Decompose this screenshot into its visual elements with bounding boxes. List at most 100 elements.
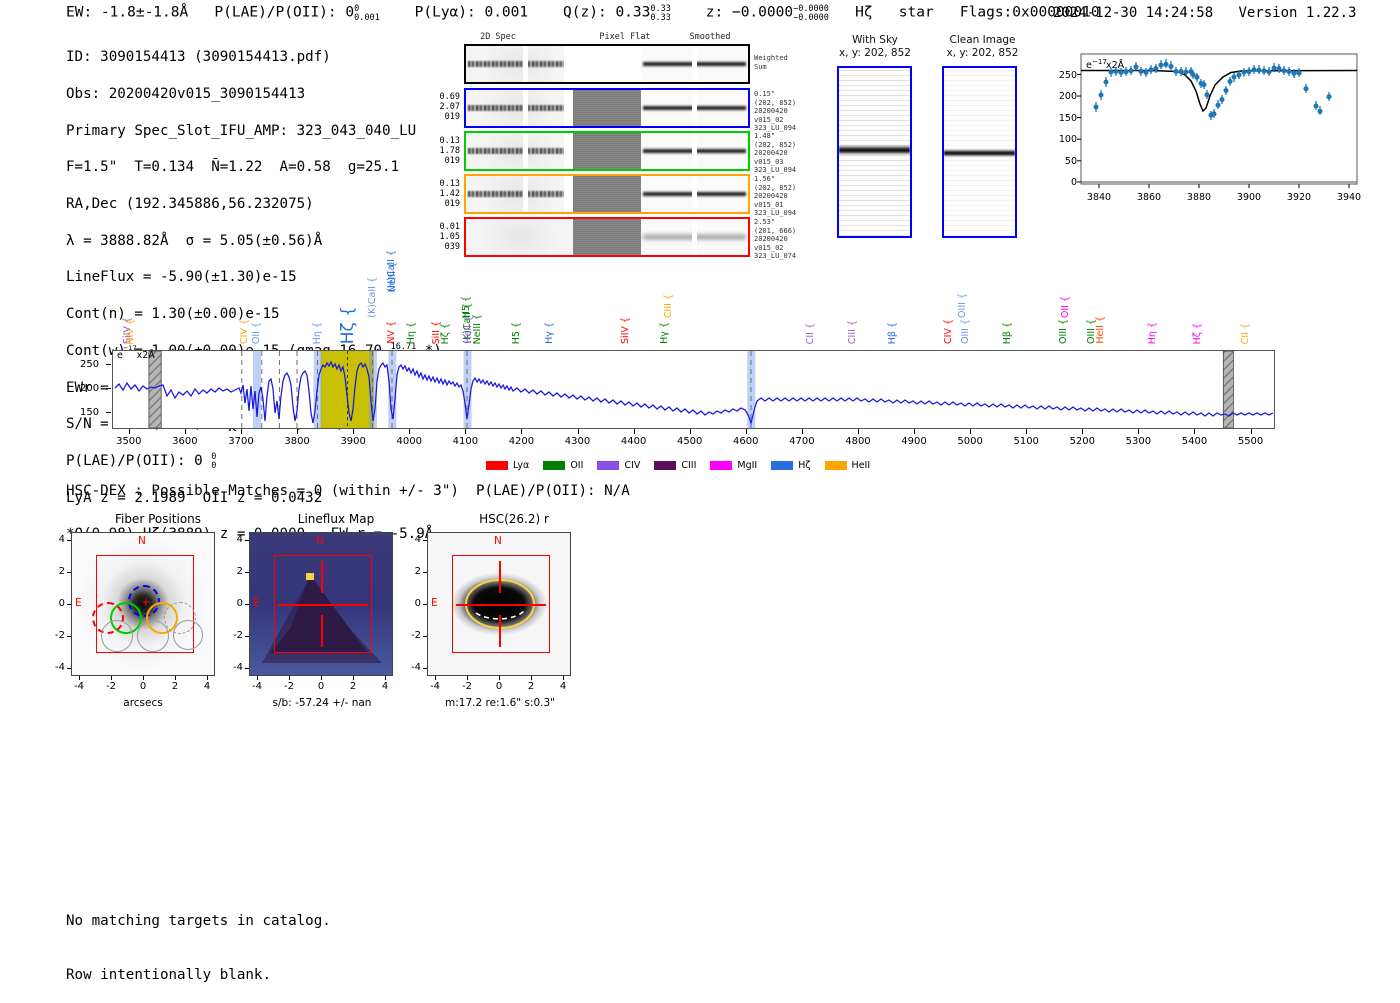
xtick-mark xyxy=(577,429,579,434)
spec2d-row1-left-labels: 0.69 2.07 019 xyxy=(439,92,460,122)
panel-ytick-label: 4 xyxy=(414,534,421,545)
panel-title-lineflux-map: Lineflux Map xyxy=(297,512,375,526)
xtick-mark xyxy=(409,429,411,434)
full-spectrum-annotation: e−17x2Å xyxy=(117,344,155,361)
weighted-sum-label: Weighted Sum xyxy=(754,54,788,71)
panel-ytick-label: -4 xyxy=(411,662,421,673)
header-plae-poii-value: 0 xyxy=(345,4,355,21)
hsc-r-caption: m:17.2 re:1.6" s:0.3" xyxy=(445,697,555,709)
info-line-lineflux: LineFlux = -5.90(±1.30)e-15 xyxy=(66,269,297,286)
panel-ytick-label: 0 xyxy=(414,598,421,609)
line-fit-plot: 0 50 100 150 200 250 3840 3860 3880 3900 39… xyxy=(1033,46,1367,218)
legend-label: CIV xyxy=(624,460,641,471)
panel-ytick-mark xyxy=(67,604,71,605)
header-z-label: z: xyxy=(705,4,724,21)
spec2d-cell-smoothed xyxy=(640,46,748,82)
xtick-label: 5400 xyxy=(1181,436,1208,447)
panel-ytick-mark xyxy=(423,540,427,541)
spec2d-row-fiber-4 xyxy=(464,217,750,257)
legend-swatch xyxy=(710,461,733,470)
info-line-cont-n: Cont(n) = 1.30(±0.00)e-15 xyxy=(66,306,280,323)
panel-ytick-mark xyxy=(423,604,427,605)
xtick-label: 3900 xyxy=(340,436,366,447)
panel-ytick-label: -2 xyxy=(233,630,243,641)
header-timestamp-block: 2024-12-30 14:24:58 Version 1.22.3 xyxy=(1053,5,1356,21)
header-datetime: 2024-12-30 14:24:58 xyxy=(1053,5,1214,21)
panel-xtick-label: 4 xyxy=(381,681,389,692)
svg-text:150: 150 xyxy=(1059,113,1077,124)
legend-item: Lyα xyxy=(486,460,529,471)
lineflux-map-caption: s/b: -57.24 +/- nan xyxy=(272,697,372,709)
line-marker-label: SiIV { xyxy=(620,316,632,344)
xtick-label: 3600 xyxy=(172,436,198,447)
header-classification: star xyxy=(898,4,934,21)
spec2d-cell-pixelflat xyxy=(573,46,641,82)
panel-ytick-label: 4 xyxy=(58,534,65,545)
footer-note: No matching targets in catalog. Row inte… xyxy=(66,875,331,1003)
header-qz-value: 0.33 xyxy=(615,4,651,21)
line-marker-label: CIII { xyxy=(847,319,859,344)
panel-xtick-mark xyxy=(289,676,290,680)
cutout-clean-image xyxy=(942,66,1017,238)
line-marker-label: Hβ { xyxy=(1001,321,1013,344)
spectrum-legend: Lyα OII CIV CIII MgII Hζ HeII xyxy=(486,455,884,474)
svg-text:200: 200 xyxy=(1059,91,1077,102)
spec2d-row4-left-labels: 0.01 1.05 039 xyxy=(439,222,460,252)
panel-xtick-label: 0 xyxy=(495,681,503,692)
cutout-title-clean-image: Clean Image x, y: 202, 852 xyxy=(946,34,1019,59)
panel-xtick-label: 2 xyxy=(171,681,179,692)
panel-ytick-mark xyxy=(67,668,71,669)
xtick-label: 3800 xyxy=(284,436,310,447)
legend-item: CIV xyxy=(597,460,640,471)
full-spectrum-ytick-250: 250 xyxy=(80,359,100,370)
panel-xtick-label: -4 xyxy=(430,681,440,692)
info-line-redshifts: LyA z = 2.1989 OII z = 0.0432 xyxy=(66,489,323,506)
line-marker-label: NIV { xyxy=(124,318,136,344)
line-marker-label: OIII { xyxy=(1057,319,1069,344)
header-version: Version 1.22.3 xyxy=(1238,5,1357,21)
xtick-mark xyxy=(745,429,747,434)
xtick-mark xyxy=(1194,429,1196,434)
panel-xtick-mark xyxy=(385,676,386,680)
header-plya-value: 0.001 xyxy=(484,4,529,21)
spec2d-trace xyxy=(468,61,571,68)
line-marker-label: Hγ { xyxy=(659,322,671,344)
line-marker-label: Hζ { xyxy=(439,322,451,344)
panel-xtick-label: 4 xyxy=(203,681,211,692)
xtick-label: 5300 xyxy=(1125,436,1152,447)
svg-text:3940: 3940 xyxy=(1337,192,1361,203)
xtick-label: 4100 xyxy=(452,436,479,447)
panel-xtick-mark xyxy=(175,676,176,680)
col-title-2dspec: 2D Spec xyxy=(480,32,516,42)
svg-text:0: 0 xyxy=(1071,177,1077,188)
xtick-mark xyxy=(128,429,130,434)
hsc-r-e-label: E xyxy=(431,597,438,609)
line-marker-label: OII { xyxy=(1060,295,1072,318)
cutout-title-with-sky: With Sky x, y: 202, 852 xyxy=(839,34,911,59)
fiber-positions-e-label: E xyxy=(75,597,82,609)
emission-line-labels: SiIV {NIV {CIV {OII {Hη {Hζ {(K)CaII {(H… xyxy=(112,250,1275,350)
full-spectrum-svg xyxy=(114,351,1274,428)
panel-xtick-label: -4 xyxy=(74,681,84,692)
panel-ytick-label: -2 xyxy=(55,630,65,641)
xtick-mark xyxy=(1250,429,1252,434)
panel-ytick-mark xyxy=(423,636,427,637)
line-marker-label: Hη { xyxy=(405,321,417,344)
xtick-mark xyxy=(689,429,691,434)
svg-text:−17: −17 xyxy=(1092,58,1107,66)
hsc-summary-line: HSC-DEX : Possible Matches = 0 (within +… xyxy=(66,483,630,499)
spec2d-row2-right-labels: 1.48" (202, 852) 20200420 v015_03 323_LU… xyxy=(754,132,797,175)
panel-xtick-label: 2 xyxy=(349,681,357,692)
header-plae-poii-label: P(LAE)/P(OII): xyxy=(214,4,337,21)
line-marker-label: Hη { xyxy=(311,321,323,344)
panel-title-fiber-positions: Fiber Positions xyxy=(114,512,202,526)
panel-xtick-mark xyxy=(531,676,532,680)
panel-xtick-label: -2 xyxy=(462,681,472,692)
xtick-mark xyxy=(1026,429,1028,434)
svg-text:3920: 3920 xyxy=(1287,192,1311,203)
xtick-label: 4800 xyxy=(845,436,871,447)
footer-line-2: Row intentionally blank. xyxy=(66,967,271,984)
header-z-value: −0.0000 xyxy=(731,4,794,21)
line-marker-label: OIII { xyxy=(956,293,968,318)
